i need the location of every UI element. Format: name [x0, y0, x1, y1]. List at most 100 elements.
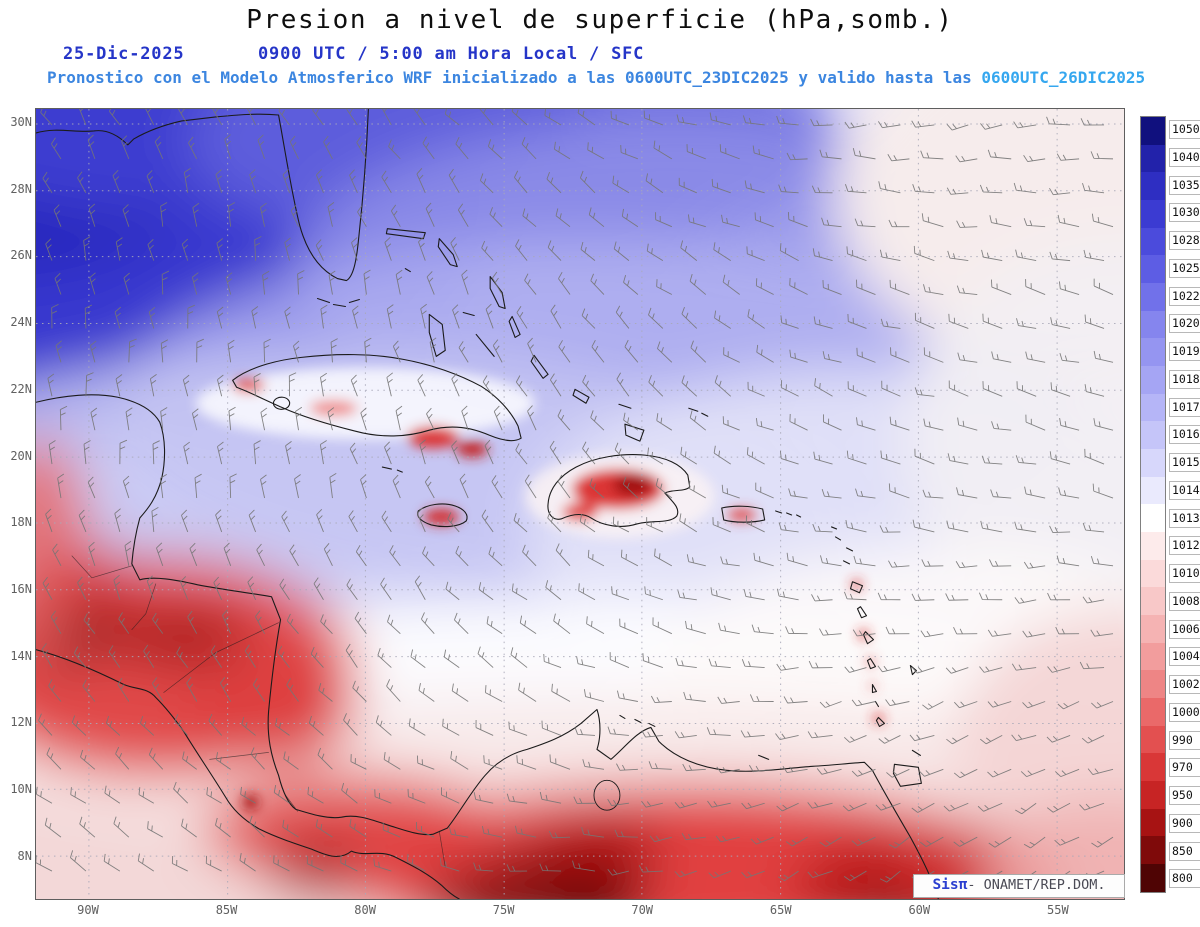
coastline-cuba [232, 354, 522, 442]
wind-barbs-layer [36, 109, 1114, 883]
attribution-box: Sisπ- ONAMET/REP.DOM. [913, 874, 1125, 898]
colorbar-value: 1006 [1169, 619, 1200, 639]
lat-label: 8N [17, 848, 32, 863]
colorbar-swatch [1141, 753, 1165, 782]
pressure-map-canvas [36, 109, 1124, 899]
coastline-bahamas [385, 228, 709, 442]
lat-label: 12N [10, 715, 32, 730]
colorbar-value: 1000 [1169, 702, 1200, 722]
colorbar-swatch [1141, 255, 1165, 284]
colorbar-swatch [1141, 476, 1165, 505]
colorbar-value: 1015 [1169, 453, 1200, 472]
coastline-florida-keys [316, 297, 360, 308]
attribution-brand: Sisπ [932, 877, 968, 893]
lat-label: 22N [10, 381, 32, 396]
lon-label: 80W [354, 903, 376, 917]
colorbar-value: 1025 [1169, 258, 1200, 278]
colorbar-swatch [1141, 144, 1165, 173]
colorbar-value: 990 [1169, 730, 1200, 750]
colorbar-value: 1012 [1169, 536, 1200, 556]
colorbar-value: 1018 [1169, 369, 1200, 389]
colorbar-value: 1040 [1169, 147, 1200, 167]
colorbar-swatch [1141, 725, 1165, 754]
lon-label: 85W [215, 903, 238, 917]
lat-label: 18N [10, 515, 32, 530]
colorbar-swatch [1141, 366, 1165, 394]
coastline-lesser-antilles [830, 526, 921, 756]
coastline-lake-maracaibo [593, 779, 621, 811]
colorbar-swatch [1141, 808, 1165, 837]
colorbar-swatch [1141, 864, 1165, 892]
forecast-time: 0900 UTC / 5:00 am Hora Local / SFC [258, 44, 645, 64]
coastline-isle-of-youth [272, 396, 291, 410]
colorbar-value: 1010 [1169, 564, 1200, 583]
colorbar-value: 800 [1169, 869, 1200, 889]
colorbar-swatch [1141, 532, 1165, 560]
colorbar-value: 970 [1169, 758, 1200, 778]
colorbar-value: 1028 [1169, 231, 1200, 250]
colorbar-value: 1035 [1169, 175, 1200, 195]
colorbar-swatch [1141, 781, 1165, 809]
colorbar-swatch [1141, 172, 1165, 201]
pressure-shading-layer [36, 109, 1124, 899]
colorbar-value: 1016 [1169, 425, 1200, 445]
coastline-hispaniola [547, 454, 691, 527]
model-run-label: Pronostico con el Modelo Atmosferico WRF… [47, 68, 982, 87]
colorbar-swatch [1141, 393, 1165, 422]
colorbar-value: 850 [1169, 841, 1200, 861]
lat-label: 20N [10, 448, 32, 463]
lat-label: 16N [10, 581, 32, 596]
country-borders [71, 555, 446, 868]
colorbar-swatch [1141, 698, 1165, 726]
lat-label: 28N [10, 181, 32, 196]
lon-label: 55W [1047, 903, 1069, 917]
coastline-central-america-pacific [36, 649, 460, 899]
colorbar-swatch [1141, 587, 1165, 616]
colorbar-value: 1004 [1169, 647, 1200, 667]
coastline-gulf-florida [36, 109, 369, 282]
lat-label: 26N [10, 248, 32, 263]
coastlines-layer [36, 109, 939, 899]
lon-label: 90W [77, 903, 99, 917]
colorbar-swatch [1141, 670, 1165, 699]
grid-layer [36, 109, 1124, 899]
colorbar-swatch [1141, 338, 1165, 367]
wind-barbs [36, 109, 1114, 883]
attribution-text: - ONAMET/REP.DOM. [967, 877, 1106, 893]
colorbar-value: 1008 [1169, 591, 1200, 611]
lat-label: 30N [10, 115, 32, 129]
coastline-cayman [381, 466, 403, 473]
lon-label: 60W [908, 903, 931, 917]
colorbar-value: 1002 [1169, 675, 1200, 694]
coastline-central-america-caribbean [36, 394, 939, 899]
colorbar-swatch [1141, 449, 1165, 477]
coastline-jamaica [417, 503, 468, 528]
colorbar-swatch [1141, 836, 1165, 865]
colorbar-swatch [1141, 421, 1165, 450]
lat-label: 14N [10, 648, 32, 663]
colorbar-value: 1013 [1169, 508, 1200, 528]
valid-until-label: 0600UTC_26DIC2025 [981, 68, 1146, 87]
header-line-model: Pronostico con el Modelo Atmosferico WRF… [47, 68, 1197, 87]
colorbar-value: 900 [1169, 813, 1200, 833]
coastline-trinidad [619, 714, 922, 787]
lat-label: 10N [10, 782, 32, 796]
colorbar-value: 1019 [1169, 342, 1200, 361]
lat-label: 24N [10, 315, 32, 330]
lon-label: 75W [492, 903, 515, 917]
colorbar-swatch [1141, 504, 1165, 533]
colorbar-swatch [1141, 615, 1165, 643]
lon-label: 70W [631, 903, 654, 917]
colorbar [1140, 116, 1166, 893]
colorbar-value: 1020 [1169, 314, 1200, 334]
coastline-puerto-rico [721, 505, 766, 523]
colorbar-swatch [1141, 283, 1165, 311]
colorbar-swatch [1141, 310, 1165, 339]
colorbar-swatch [1141, 117, 1165, 145]
colorbar-value: 1014 [1169, 480, 1200, 500]
colorbar-value: 1050 [1169, 120, 1200, 139]
forecast-date: 25-Dic-2025 [63, 44, 185, 64]
colorbar-value: 1022 [1169, 286, 1200, 306]
pressure-map [35, 108, 1125, 900]
colorbar-value: 950 [1169, 786, 1200, 805]
